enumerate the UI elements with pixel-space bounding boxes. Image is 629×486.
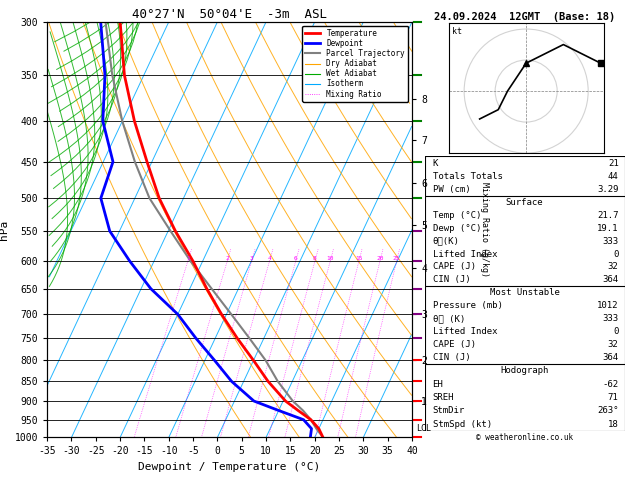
Text: K: K <box>433 158 438 168</box>
Text: Pressure (mb): Pressure (mb) <box>433 301 503 310</box>
Text: 18: 18 <box>608 420 618 429</box>
Text: Surface: Surface <box>506 198 543 207</box>
Text: StmDir: StmDir <box>433 406 465 416</box>
X-axis label: Dewpoint / Temperature (°C): Dewpoint / Temperature (°C) <box>138 462 321 472</box>
Text: PW (cm): PW (cm) <box>433 185 470 194</box>
Text: 0: 0 <box>613 250 618 259</box>
Text: 333: 333 <box>603 237 618 246</box>
Text: Totals Totals: Totals Totals <box>433 172 503 181</box>
Text: 8: 8 <box>313 256 317 261</box>
Text: 20: 20 <box>376 256 384 261</box>
Text: 15: 15 <box>355 256 363 261</box>
Text: 4: 4 <box>268 256 271 261</box>
Text: CIN (J): CIN (J) <box>433 276 470 284</box>
Text: 1: 1 <box>186 256 190 261</box>
Text: Temp (°C): Temp (°C) <box>433 211 481 220</box>
Legend: Temperature, Dewpoint, Parcel Trajectory, Dry Adiabat, Wet Adiabat, Isotherm, Mi: Temperature, Dewpoint, Parcel Trajectory… <box>302 26 408 102</box>
Text: 32: 32 <box>608 340 618 349</box>
Text: CIN (J): CIN (J) <box>433 353 470 362</box>
Text: Hodograph: Hodograph <box>501 366 548 375</box>
Text: 10: 10 <box>326 256 334 261</box>
Text: LCL: LCL <box>416 424 431 433</box>
Text: θᴄ (K): θᴄ (K) <box>433 314 465 323</box>
Text: θᴄ(K): θᴄ(K) <box>433 237 459 246</box>
Text: 364: 364 <box>603 276 618 284</box>
Text: 21.7: 21.7 <box>597 211 618 220</box>
Text: 44: 44 <box>608 172 618 181</box>
Y-axis label: hPa: hPa <box>0 220 9 240</box>
Text: 24.09.2024  12GMT  (Base: 18): 24.09.2024 12GMT (Base: 18) <box>434 12 615 22</box>
Text: Lifted Index: Lifted Index <box>433 250 497 259</box>
Text: 333: 333 <box>603 314 618 323</box>
Text: -62: -62 <box>603 380 618 389</box>
Text: © weatheronline.co.uk: © weatheronline.co.uk <box>476 433 573 442</box>
Text: 21: 21 <box>608 158 618 168</box>
Text: 3: 3 <box>250 256 253 261</box>
Text: 2: 2 <box>225 256 229 261</box>
Text: 0: 0 <box>613 327 618 336</box>
Title: 40°27'N  50°04'E  -3m  ASL: 40°27'N 50°04'E -3m ASL <box>132 8 327 21</box>
Text: Most Unstable: Most Unstable <box>489 288 560 297</box>
Text: CAPE (J): CAPE (J) <box>433 262 476 272</box>
Text: 71: 71 <box>608 393 618 402</box>
Text: 6: 6 <box>294 256 298 261</box>
Text: 32: 32 <box>608 262 618 272</box>
Text: Lifted Index: Lifted Index <box>433 327 497 336</box>
Text: EH: EH <box>433 380 443 389</box>
Text: 1012: 1012 <box>597 301 618 310</box>
Text: 19.1: 19.1 <box>597 224 618 233</box>
Text: 263°: 263° <box>597 406 618 416</box>
Text: 3.29: 3.29 <box>597 185 618 194</box>
Text: kt: kt <box>452 27 462 36</box>
Text: CAPE (J): CAPE (J) <box>433 340 476 349</box>
Text: 25: 25 <box>393 256 401 261</box>
Text: 364: 364 <box>603 353 618 362</box>
Text: Dewp (°C): Dewp (°C) <box>433 224 481 233</box>
Text: SREH: SREH <box>433 393 454 402</box>
Y-axis label: Mixing Ratio (g/kg): Mixing Ratio (g/kg) <box>480 182 489 277</box>
Text: StmSpd (kt): StmSpd (kt) <box>433 420 492 429</box>
